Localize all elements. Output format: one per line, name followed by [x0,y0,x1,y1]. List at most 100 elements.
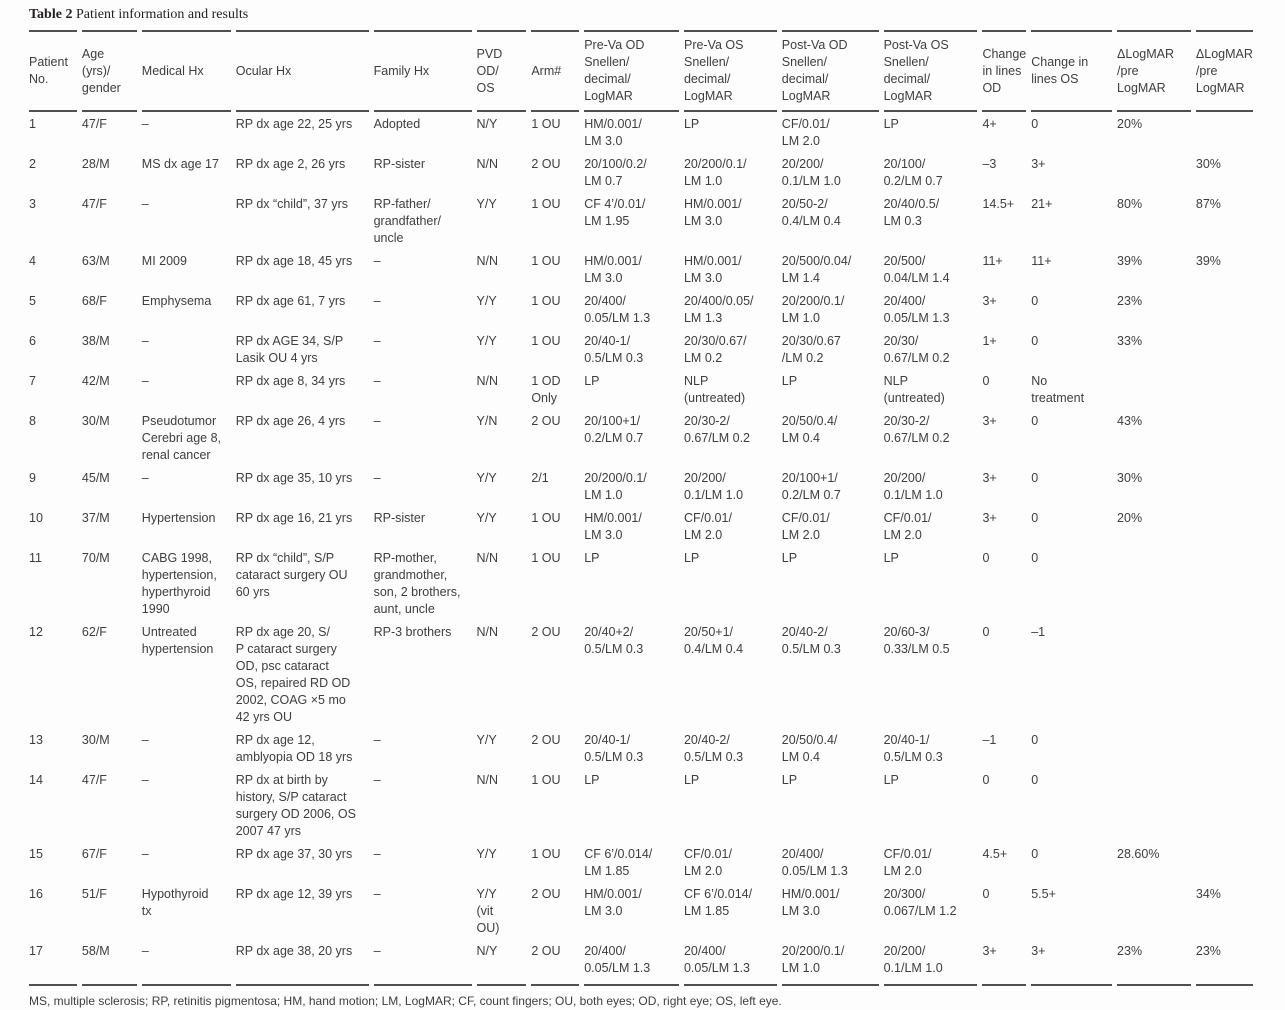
cell-family-hx: Adopted [373,117,421,131]
cell-post-va-od: CF/0.01/ LM 2.0 [781,117,830,148]
cell-ocular-hx: RP dx age 2, 26 yrs [235,157,346,171]
cell-pre-va-os: HM/0.001/ LM 3.0 [683,254,742,285]
cell-change-lines-od: 0 [982,773,990,787]
cell-pre-va-os: 20/400/ 0.05/LM 1.3 [683,939,777,986]
col-header-change-lines-os: Change in lines OS [1031,30,1113,112]
col-header-pvd-od-os: PVD OD/ OS [476,30,527,112]
cell-post-va-os: CF/0.01/ LM 2.0 [883,511,932,542]
cell-patient-no: 10 [29,511,43,525]
cell-pre-va-os: CF/0.01/ LM 2.0 [683,511,732,542]
cell-arm: 2 OU [531,157,561,171]
table-row: 14 47/F – RP dx at birth by history, S/P ca… [29,768,1253,842]
cell-delta-logmar-pre-logmar-2: 23% [1195,939,1253,986]
cell-age-gender: 62/F [81,625,107,639]
table-row: 4 63/M MI 2009 RP dx age 18, 45 yrs – N/N 1 OU… [29,249,1253,289]
cell-delta-logmar-pre-logmar-1: 23% [1117,294,1143,308]
table-row: 7 42/M – RP dx age 8, 34 yrs – N/N 1 OD Only LP… [29,369,1253,409]
cell-delta-logmar-pre-logmar-1: 20% [1117,511,1143,525]
cell-ocular-hx: RP dx at birth by history, S/P cataract … [235,773,356,838]
cell-medical-hx: – [141,117,149,131]
cell-arm: 1 OU [531,254,561,268]
cell-family-hx: RP-father/ grandfather/ uncle [373,197,442,245]
cell-medical-hx: Emphysema [141,294,212,308]
cell-delta-logmar-pre-logmar-1: 43% [1117,414,1143,428]
cell-family-hx: – [373,374,381,388]
table-row: 3 47/F – RP dx “child”, 37 yrs RP-father/ gr… [29,192,1253,249]
cell-pvd-od-os: N/N [476,625,499,639]
cell-post-va-od: HM/0.001/ LM 3.0 [781,887,840,918]
cell-delta-logmar-pre-logmar-2: 39% [1195,254,1221,268]
col-header-age-gender: Age (yrs)/ gender [81,30,137,112]
cell-change-lines-od: 14.5+ [982,197,1015,211]
cell-pre-va-os: 20/50+1/ 0.4/LM 0.4 [683,625,744,656]
cell-medical-hx: Hypothyroid tx [141,887,209,918]
cell-delta-logmar-pre-logmar-1 [1117,768,1191,842]
cell-patient-no: 2 [29,157,36,171]
cell-change-lines-os: 0 [1031,847,1039,861]
table-row: 13 30/M – RP dx age 12, amblyopia OD 18 yrs… [29,728,1253,768]
cell-patient-no: 4 [29,254,36,268]
cell-post-va-od: 20/50/0.4/ LM 0.4 [781,414,838,445]
table-header: Patient No. Age (yrs)/ gender Medical Hx Oc… [29,30,1253,112]
cell-pre-va-os: LP [683,551,700,565]
cell-age-gender: 67/F [81,847,107,861]
cell-medical-hx: CABG 1998, hypertension, hyperthyroid 19… [141,551,217,616]
cell-patient-no: 1 [29,117,36,131]
cell-arm: 1 OU [531,117,561,131]
cell-delta-logmar-pre-logmar-2: 87% [1195,197,1221,211]
cell-arm: 2 OU [531,625,561,639]
cell-family-hx: RP-sister [373,511,426,525]
cell-pre-va-os: CF/0.01/ LM 2.0 [683,847,732,878]
cell-pvd-od-os: Y/N [476,414,498,428]
cell-pre-va-od: CF 6’/0.014/ LM 1.85 [584,847,653,878]
cell-change-lines-os: 0 [1031,334,1039,348]
cell-change-lines-os: 0 [1031,117,1039,131]
cell-family-hx: – [373,939,472,986]
cell-post-va-os: LP [883,773,899,787]
cell-arm: 1 OU [531,551,561,565]
cell-pre-va-od: HM/0.001/ LM 3.0 [584,254,642,285]
cell-patient-no: 5 [29,294,36,308]
cell-post-va-os: 20/200/ 0.1/LM 1.0 [883,939,978,986]
cell-delta-logmar-pre-logmar-1: 80% [1117,197,1143,211]
cell-patient-no: 14 [29,773,43,787]
cell-age-gender: 28/M [81,157,110,171]
cell-pvd-od-os: Y/Y [476,733,497,747]
cell-patient-no: 9 [29,471,36,485]
cell-pvd-od-os: Y/Y [476,294,497,308]
table-row: 2 28/M MS dx age 17 RP dx age 2, 26 yrs RP-s… [29,152,1253,192]
cell-pre-va-od: 20/100+1/ 0.2/LM 0.7 [584,414,644,445]
table-row: 12 62/F Untreated hypertension RP dx age 20… [29,620,1253,728]
cell-change-lines-os: 21+ [1031,197,1053,211]
cell-family-hx: – [373,733,381,747]
cell-pre-va-os: HM/0.001/ LM 3.0 [683,197,742,228]
cell-post-va-os: CF/0.01/ LM 2.0 [883,847,932,878]
cell-patient-no: 15 [29,847,43,861]
cell-pre-va-os: LP [683,117,700,131]
cell-change-lines-od: 3+ [982,939,1027,986]
cell-post-va-os: 20/30/ 0.67/LM 0.2 [883,334,950,365]
cell-change-lines-od: 3+ [982,511,997,525]
cell-delta-logmar-pre-logmar-1 [1117,152,1191,192]
cell-ocular-hx: RP dx age 38, 20 yrs [235,939,369,986]
cell-medical-hx: – [141,471,149,485]
cell-post-va-os: 20/40/0.5/ LM 0.3 [883,197,940,228]
cell-delta-logmar-pre-logmar-1 [1117,620,1191,728]
cell-ocular-hx: RP dx age 16, 21 yrs [235,511,353,525]
cell-age-gender: 47/F [81,773,107,787]
cell-family-hx: – [373,773,381,787]
cell-change-lines-os: 5.5+ [1031,887,1056,901]
cell-patient-no: 16 [29,887,43,901]
cell-delta-logmar-pre-logmar-2 [1196,768,1253,842]
cell-age-gender: 51/F [81,887,107,901]
cell-post-va-os: 20/40-1/ 0.5/LM 0.3 [883,733,943,764]
cell-ocular-hx: RP dx “child”, S/P cataract surgery OU 6… [235,551,348,599]
cell-post-va-od: 20/50-2/ 0.4/LM 0.4 [781,197,841,228]
cell-delta-logmar-pre-logmar-2 [1196,842,1253,882]
cell-ocular-hx: RP dx age 20, S/ P cataract surgery OD, … [235,625,351,724]
cell-post-va-od: 20/500/0.04/ LM 1.4 [781,254,852,285]
cell-change-lines-od: 1+ [982,334,997,348]
col-header-family-hx: Family Hx [373,30,472,112]
cell-pre-va-od: CF 4’/0.01/ LM 1.95 [584,197,646,228]
col-header-arm: Arm# [531,30,580,112]
